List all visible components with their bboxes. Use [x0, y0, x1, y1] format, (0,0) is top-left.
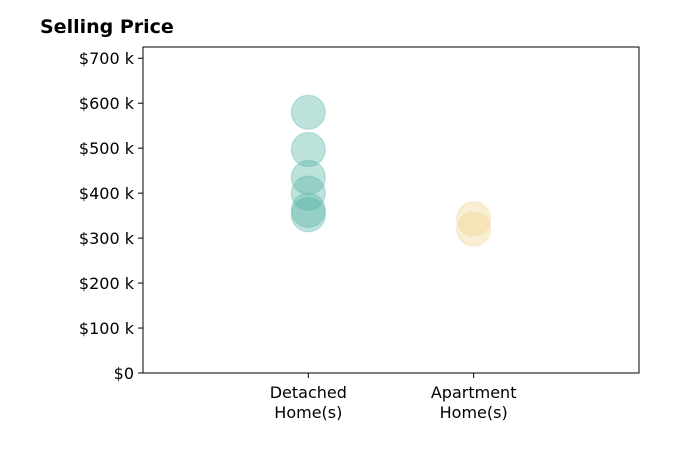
y-tick-label-3: $300 k [79, 229, 135, 248]
data-point-1-0 [456, 201, 492, 237]
data-point-0-0 [290, 94, 326, 130]
data-point-0-3 [290, 175, 326, 211]
x-tick-label-0: Detached Home(s) [270, 383, 347, 422]
data-point-0-2 [290, 159, 326, 195]
chart-title: Selling Price [40, 16, 174, 38]
y-tick-label-6: $600 k [79, 94, 135, 113]
data-point-0-1 [290, 131, 326, 168]
y-tick-label-2: $200 k [79, 274, 135, 293]
data-point-0-5 [290, 197, 326, 233]
y-tick-label-5: $500 k [79, 139, 135, 158]
x-tick-label-1: Apartment Home(s) [431, 383, 517, 422]
y-tick-label-4: $400 k [79, 184, 135, 203]
y-tick-label-1: $100 k [79, 319, 135, 338]
data-point-0-4 [290, 192, 326, 228]
plot-frame [142, 46, 640, 374]
y-tick-label-7: $700 k [79, 49, 135, 68]
data-point-1-1 [456, 211, 492, 247]
y-tick-label-0: $0 [114, 364, 134, 383]
axes-layer: $0 $100 k $200 k $300 k $400 k $500 k $600 k $7… [79, 46, 640, 422]
points-layer [290, 94, 492, 247]
